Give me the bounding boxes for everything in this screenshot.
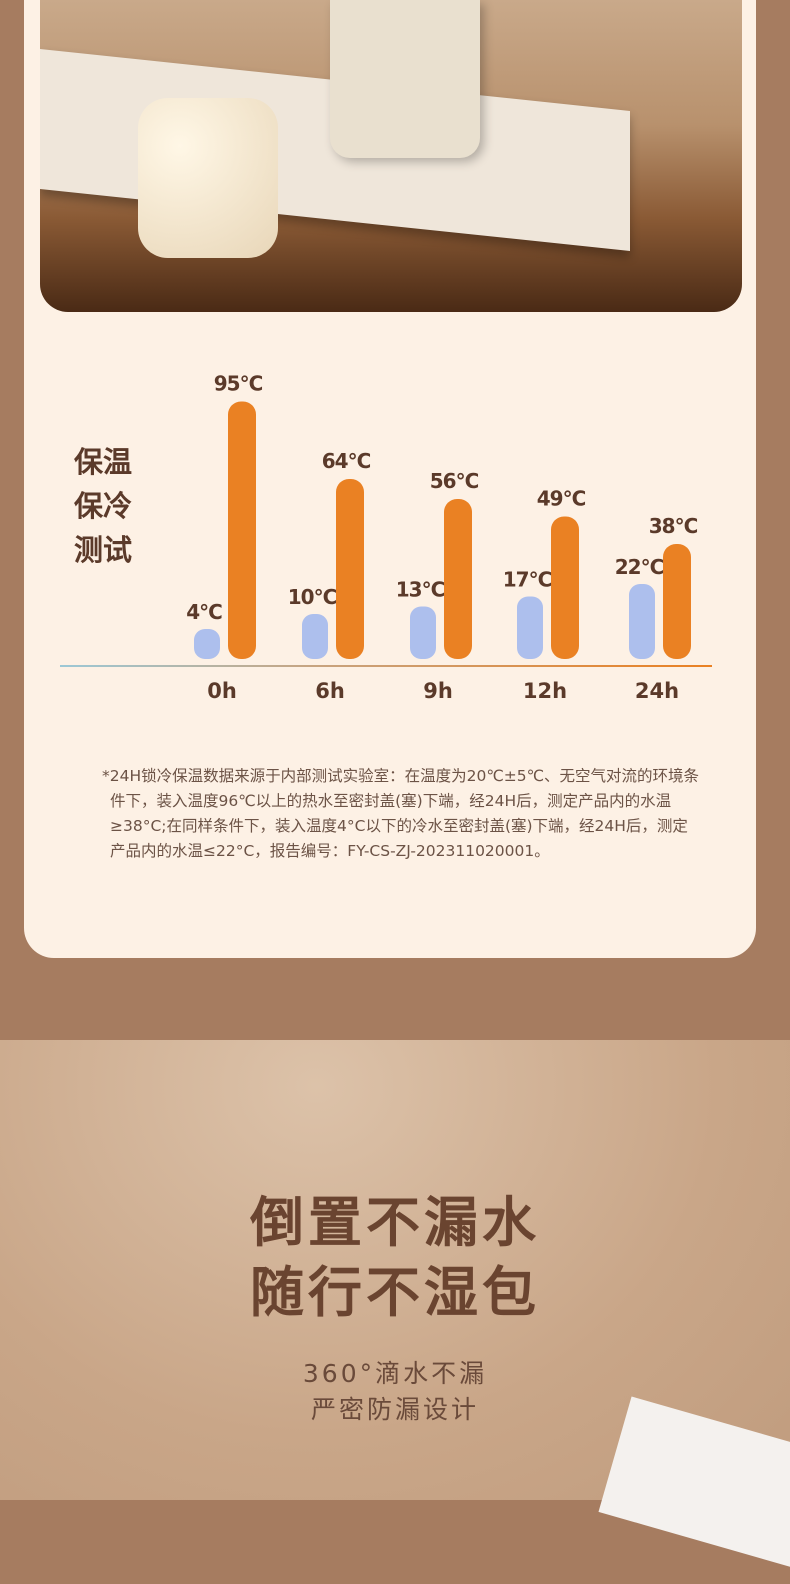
cold-value-label: 10°C <box>288 585 337 609</box>
headline-2: 随行不湿包 <box>250 1261 540 1324</box>
x-tick-label: 12h <box>523 679 567 703</box>
x-axis-line <box>60 665 712 667</box>
bar-hot <box>228 401 256 659</box>
bar-cold <box>410 606 436 659</box>
subtitle-1: 360°滴水不漏 <box>302 1359 488 1388</box>
x-tick-label: 6h <box>315 679 345 703</box>
bar-cold <box>517 596 543 659</box>
cold-value-label: 22°C <box>615 555 664 579</box>
footnote: *24H锁冷保温数据来源于内部测试实验室：在温度为20℃±5℃、无空气对流的环境… <box>102 767 700 860</box>
bar-hot <box>444 499 472 659</box>
headline-1: 倒置不漏水 <box>250 1191 540 1254</box>
hot-value-label: 38°C <box>649 514 698 538</box>
bar-cold <box>629 584 655 659</box>
title-line: 保冷 <box>74 489 133 523</box>
x-tick-label: 0h <box>207 679 237 703</box>
bar-cold <box>302 614 328 659</box>
bar-hot <box>663 544 691 659</box>
tumbler-image <box>330 0 480 158</box>
cold-value-label: 4°C <box>186 600 222 624</box>
temperature-chart: 4°C 95°C 0h 10°C 64°C 6h 13°C 56°C 9h 17°C 49°C 12h… <box>60 372 712 703</box>
hot-value-label: 49°C <box>537 487 586 511</box>
bar-cold <box>194 629 220 659</box>
bar-hot <box>336 479 364 659</box>
title-line: 测试 <box>74 533 133 567</box>
hot-value-label: 64°C <box>322 449 371 473</box>
product-photo <box>40 0 742 312</box>
cold-value-label: 13°C <box>396 578 445 602</box>
candle-image <box>138 98 278 258</box>
x-tick-label: 24h <box>635 679 679 703</box>
subtitle-2: 严密防漏设计 <box>310 1395 479 1424</box>
hot-value-label: 95°C <box>214 372 263 396</box>
bar-hot <box>551 516 579 659</box>
hot-value-label: 56°C <box>430 469 479 493</box>
x-tick-label: 9h <box>423 679 453 703</box>
chart-title: 保温 保冷 测试 <box>74 440 144 572</box>
cold-value-label: 17°C <box>503 568 552 592</box>
title-line: 保温 <box>74 445 133 479</box>
